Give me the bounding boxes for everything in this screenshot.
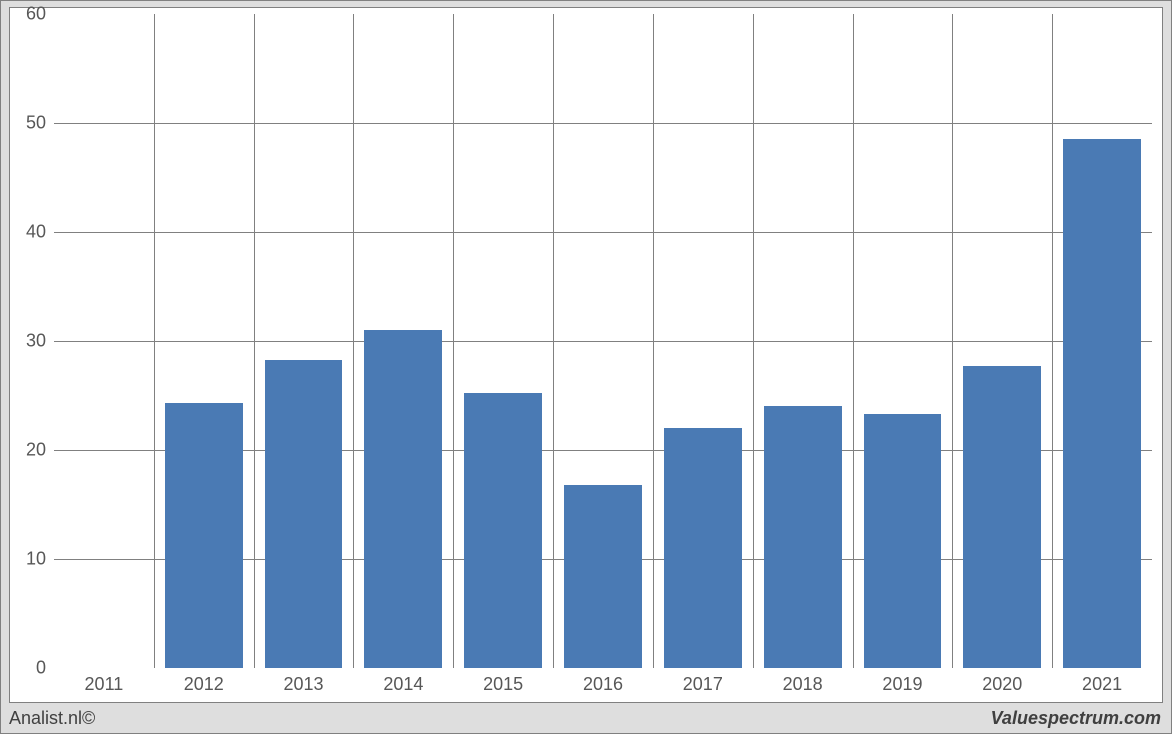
gridline-y	[54, 123, 1152, 124]
gridline-y	[54, 232, 1152, 233]
y-tick-label: 20	[26, 440, 54, 461]
gridline-x	[254, 14, 255, 668]
gridline-x	[753, 14, 754, 668]
bar	[265, 360, 343, 668]
bar	[165, 403, 243, 668]
bar	[963, 366, 1041, 668]
gridline-x	[853, 14, 854, 668]
gridline-x	[1052, 14, 1053, 668]
gridline-x	[952, 14, 953, 668]
x-tick-label: 2012	[184, 668, 224, 695]
gridline-x	[453, 14, 454, 668]
bar	[464, 393, 542, 668]
x-tick-label: 2020	[982, 668, 1022, 695]
x-tick-label: 2011	[85, 668, 124, 695]
bar	[764, 406, 842, 668]
footer-left-credit: Analist.nl©	[9, 708, 95, 729]
x-tick-label: 2021	[1082, 668, 1122, 695]
y-tick-label: 30	[26, 331, 54, 352]
x-tick-label: 2018	[783, 668, 823, 695]
y-tick-label: 40	[26, 222, 54, 243]
y-tick-label: 50	[26, 113, 54, 134]
gridline-x	[353, 14, 354, 668]
plot-area: 0102030405060201120122013201420152016201…	[54, 14, 1152, 668]
y-tick-label: 10	[26, 549, 54, 570]
bar	[664, 428, 742, 668]
bar	[564, 485, 642, 668]
gridline-x	[653, 14, 654, 668]
gridline-x	[553, 14, 554, 668]
x-tick-label: 2015	[483, 668, 523, 695]
x-tick-label: 2017	[683, 668, 723, 695]
y-tick-label: 60	[26, 4, 54, 25]
plot-inner: 0102030405060201120122013201420152016201…	[54, 14, 1152, 668]
x-tick-label: 2014	[383, 668, 423, 695]
bar	[364, 330, 442, 668]
x-tick-label: 2019	[882, 668, 922, 695]
bar	[864, 414, 942, 668]
plot-frame: 0 10 20 30 40 50 60 2011 2012 2013 2014 2015 2016 201…	[9, 7, 1163, 703]
x-tick-label: 2013	[284, 668, 324, 695]
gridline-y	[54, 341, 1152, 342]
gridline-x	[154, 14, 155, 668]
y-tick-label: 0	[36, 658, 54, 679]
chart-container: 0 10 20 30 40 50 60 2011 2012 2013 2014 2015 2016 201…	[0, 0, 1172, 734]
footer-right-credit: Valuespectrum.com	[991, 708, 1161, 729]
x-tick-label: 2016	[583, 668, 623, 695]
bar	[1063, 139, 1141, 668]
